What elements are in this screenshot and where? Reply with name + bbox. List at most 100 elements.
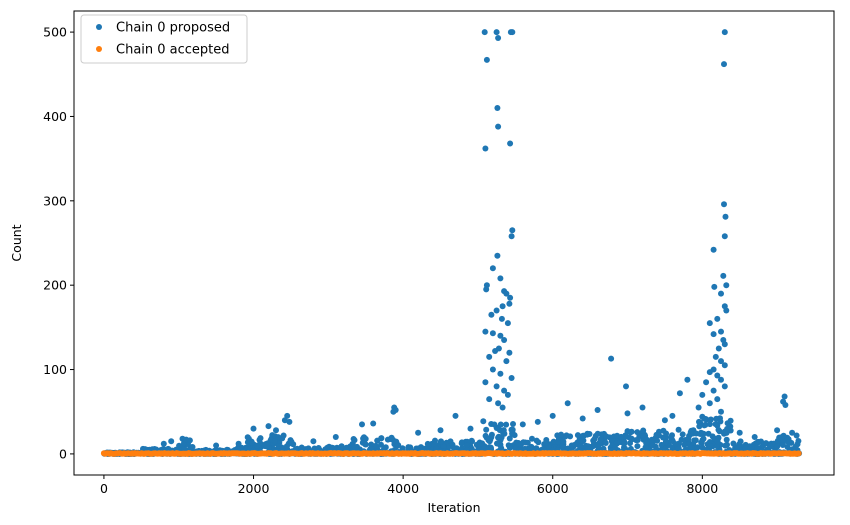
proposed-point (697, 431, 704, 437)
proposed-point (329, 444, 335, 451)
proposed-point (549, 412, 556, 419)
proposed-point (701, 415, 708, 422)
proposed-point (526, 445, 533, 452)
proposed-point (649, 442, 656, 449)
proposed-point (699, 391, 706, 398)
proposed-point (668, 433, 675, 440)
proposed-point (721, 362, 728, 369)
proposed-point (350, 436, 357, 442)
proposed-point (684, 376, 691, 383)
proposed-point (718, 376, 724, 383)
proposed-point (621, 441, 628, 447)
proposed-point (564, 400, 571, 407)
proposed-point (778, 434, 785, 441)
proposed-point (483, 426, 490, 433)
proposed-point (362, 435, 369, 442)
proposed-point (692, 437, 699, 444)
proposed-point (711, 283, 718, 290)
proposed-point (608, 355, 615, 362)
proposed-point (494, 252, 501, 259)
proposed-point (186, 437, 193, 444)
proposed-point (370, 420, 377, 427)
proposed-point (495, 123, 502, 130)
proposed-point (486, 396, 493, 403)
proposed-point (535, 439, 542, 446)
proposed-point (580, 432, 587, 439)
proposed-point (695, 404, 702, 411)
proposed-point (160, 440, 167, 447)
proposed-point (280, 432, 287, 439)
proposed-point (634, 443, 641, 450)
proposed-point (489, 265, 496, 272)
y-axis-label: Count (9, 224, 24, 261)
proposed-point (235, 440, 242, 447)
proposed-point (597, 436, 604, 443)
proposed-point (763, 440, 769, 447)
proposed-point (554, 438, 561, 445)
proposed-point (712, 421, 719, 428)
proposed-point (612, 444, 618, 451)
proposed-point (578, 438, 585, 445)
proposed-point (720, 272, 727, 279)
proposed-point (634, 429, 641, 436)
proposed-point (558, 431, 565, 438)
legend-marker-accepted (96, 46, 102, 52)
proposed-point (751, 434, 758, 440)
proposed-point (254, 442, 261, 449)
proposed-point (794, 441, 801, 448)
proposed-point (591, 435, 598, 442)
proposed-point (694, 444, 701, 451)
proposed-point (550, 438, 557, 445)
proposed-point (755, 439, 762, 446)
proposed-point (486, 353, 493, 360)
proposed-point (707, 416, 714, 423)
proposed-point (658, 441, 665, 448)
proposed-point (510, 421, 516, 427)
proposed-point (437, 427, 444, 434)
proposed-point (707, 443, 714, 449)
proposed-point (710, 387, 717, 394)
proposed-point (529, 435, 535, 442)
proposed-point (378, 435, 385, 442)
proposed-point (602, 440, 609, 446)
proposed-point (574, 432, 581, 439)
proposed-point (779, 442, 786, 448)
proposed-point (721, 29, 728, 36)
proposed-point (506, 444, 513, 451)
proposed-point (661, 417, 668, 424)
proposed-point (723, 307, 730, 314)
proposed-point (662, 438, 669, 445)
proposed-point (450, 444, 457, 451)
proposed-point (249, 439, 256, 446)
proposed-point (703, 379, 710, 386)
proposed-point (359, 421, 365, 428)
proposed-point (504, 320, 511, 327)
proposed-point (718, 358, 724, 365)
proposed-point (509, 29, 516, 36)
proposed-point (699, 444, 706, 451)
proposed-point (560, 438, 567, 445)
proposed-point (714, 315, 721, 322)
x-axis-label: Iteration (427, 500, 480, 515)
proposed-point (257, 435, 264, 442)
legend-label-proposed: Chain 0 proposed (116, 21, 230, 36)
proposed-point (718, 328, 724, 335)
proposed-point (676, 390, 683, 397)
proposed-point (265, 423, 272, 430)
proposed-point (594, 407, 601, 413)
proposed-point (621, 434, 628, 441)
proposed-point (493, 383, 500, 390)
proposed-point (467, 425, 474, 432)
proposed-point (265, 440, 271, 447)
proposed-point (338, 444, 344, 451)
proposed-point (603, 433, 610, 440)
proposed-point (706, 421, 713, 428)
proposed-point (714, 372, 721, 379)
proposed-point (793, 432, 800, 439)
proposed-point (628, 435, 635, 442)
proposed-point (507, 140, 514, 147)
plot-frame (73, 10, 835, 476)
proposed-point (488, 431, 495, 438)
proposed-point (734, 445, 740, 452)
